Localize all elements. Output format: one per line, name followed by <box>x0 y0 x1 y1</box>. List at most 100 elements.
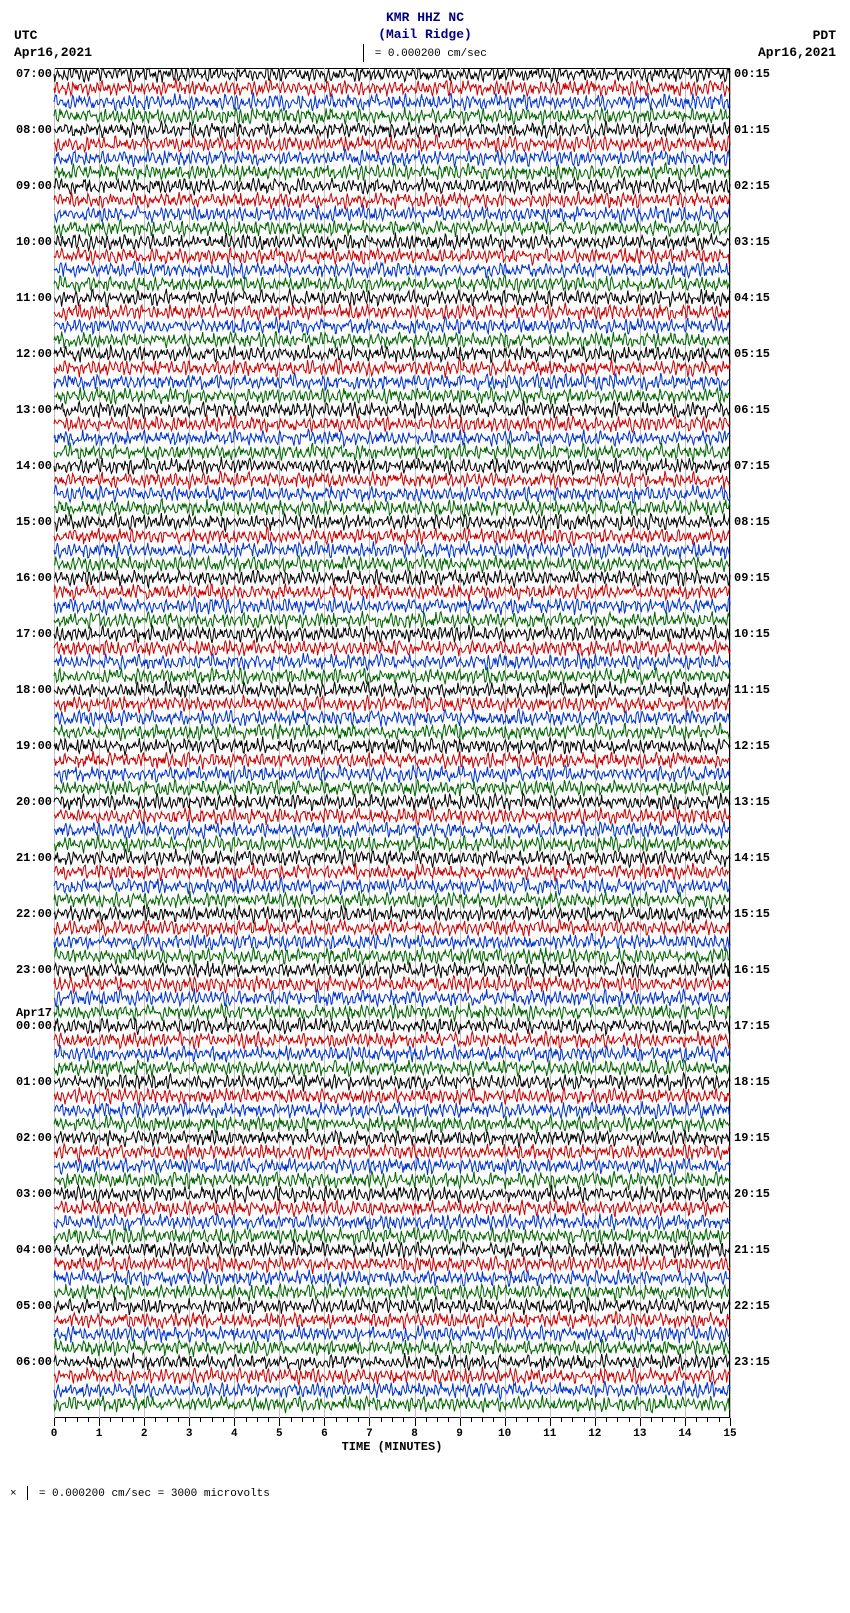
x-tick-minor <box>381 1418 382 1422</box>
x-tick-label: 7 <box>366 1428 373 1440</box>
x-tick-major <box>279 1418 280 1426</box>
x-tick-label: 0 <box>51 1428 58 1440</box>
hour-label-pdt: 11:15 <box>734 683 770 697</box>
x-tick-label: 11 <box>543 1428 556 1440</box>
x-tick-label: 13 <box>633 1428 646 1440</box>
hour-label-pdt: 08:15 <box>734 515 770 529</box>
hour-label-utc: 17:00 <box>16 627 52 641</box>
hour-label-utc: 01:00 <box>16 1075 52 1089</box>
x-tick-minor <box>392 1418 393 1422</box>
hour-label-pdt: 18:15 <box>734 1075 770 1089</box>
x-tick-label: 14 <box>678 1428 691 1440</box>
hour-label-utc: 02:00 <box>16 1131 52 1145</box>
x-tick-minor <box>572 1418 573 1422</box>
hour-label-utc: 11:00 <box>16 291 52 305</box>
hour-label-pdt: 19:15 <box>734 1131 770 1145</box>
x-tick-minor <box>200 1418 201 1422</box>
hour-label-utc: 06:00 <box>16 1355 52 1369</box>
hour-label-utc: 12:00 <box>16 347 52 361</box>
x-tick-label: 4 <box>231 1428 238 1440</box>
tz-pdt: PDT <box>813 28 836 43</box>
x-tick-minor <box>482 1418 483 1422</box>
hour-label-pdt: 21:15 <box>734 1243 770 1257</box>
x-tick-major <box>685 1418 686 1426</box>
x-tick-minor <box>493 1418 494 1422</box>
x-tick-minor <box>65 1418 66 1422</box>
hour-label-pdt: 16:15 <box>734 963 770 977</box>
x-tick-minor <box>133 1418 134 1422</box>
x-tick-minor <box>471 1418 472 1422</box>
hour-label-utc: 20:00 <box>16 795 52 809</box>
seismogram-traces <box>10 68 732 1418</box>
x-tick-minor <box>719 1418 720 1422</box>
x-tick-label: 1 <box>96 1428 103 1440</box>
x-tick-label: 5 <box>276 1428 283 1440</box>
x-tick-major <box>595 1418 596 1426</box>
hour-label-utc: 19:00 <box>16 739 52 753</box>
x-tick-minor <box>651 1418 652 1422</box>
hour-label-utc: 10:00 <box>16 235 52 249</box>
x-tick-major <box>415 1418 416 1426</box>
hour-label-utc: 03:00 <box>16 1187 52 1201</box>
x-tick-minor <box>584 1418 585 1422</box>
hour-label-utc: 23:00 <box>16 963 52 977</box>
x-tick-minor <box>336 1418 337 1422</box>
hour-label-utc: 09:00 <box>16 179 52 193</box>
date-break-label: Apr17 <box>16 1006 52 1020</box>
x-tick-minor <box>167 1418 168 1422</box>
x-tick-label: 10 <box>498 1428 511 1440</box>
hour-label-utc: 22:00 <box>16 907 52 921</box>
x-tick-major <box>324 1418 325 1426</box>
x-tick-minor <box>212 1418 213 1422</box>
date-right: Apr16,2021 <box>758 45 836 60</box>
x-tick-minor <box>403 1418 404 1422</box>
x-tick-minor <box>662 1418 663 1422</box>
header: UTC Apr16,2021 KMR HHZ NC (Mail Ridge) =… <box>10 10 840 68</box>
hour-label-utc: 18:00 <box>16 683 52 697</box>
hour-label-pdt: 20:15 <box>734 1187 770 1201</box>
hour-label-pdt: 01:15 <box>734 123 770 137</box>
x-tick-major <box>460 1418 461 1426</box>
hour-label-pdt: 10:15 <box>734 627 770 641</box>
hour-label-utc: 05:00 <box>16 1299 52 1313</box>
x-tick-minor <box>257 1418 258 1422</box>
station-name: (Mail Ridge) <box>378 27 472 42</box>
hour-label-pdt: 02:15 <box>734 179 770 193</box>
x-tick-minor <box>302 1418 303 1422</box>
x-tick-label: 15 <box>723 1428 736 1440</box>
hour-label-pdt: 15:15 <box>734 907 770 921</box>
hour-label-pdt: 12:15 <box>734 739 770 753</box>
hour-label-utc: 21:00 <box>16 851 52 865</box>
hour-label-utc: 04:00 <box>16 1243 52 1257</box>
x-tick-minor <box>155 1418 156 1422</box>
hour-label-pdt: 06:15 <box>734 403 770 417</box>
hour-label-pdt: 17:15 <box>734 1019 770 1033</box>
x-tick-minor <box>291 1418 292 1422</box>
scale-note: = 0.000200 cm/sec <box>363 48 487 60</box>
x-tick-minor <box>674 1418 675 1422</box>
hour-label-pdt: 23:15 <box>734 1355 770 1369</box>
x-tick-label: 6 <box>321 1428 328 1440</box>
header-center: KMR HHZ NC (Mail Ridge) = 0.000200 cm/se… <box>10 10 840 62</box>
hour-label-pdt: 22:15 <box>734 1299 770 1313</box>
x-tick-minor <box>527 1418 528 1422</box>
x-tick-minor <box>358 1418 359 1422</box>
x-tick-minor <box>88 1418 89 1422</box>
x-tick-label: 12 <box>588 1428 601 1440</box>
x-tick-minor <box>110 1418 111 1422</box>
x-tick-minor <box>268 1418 269 1422</box>
x-tick-minor <box>707 1418 708 1422</box>
x-tick-major <box>369 1418 370 1426</box>
x-tick-minor <box>77 1418 78 1422</box>
hour-label-pdt: 09:15 <box>734 571 770 585</box>
hour-label-pdt: 00:15 <box>734 67 770 81</box>
x-tick-label: 9 <box>456 1428 463 1440</box>
x-tick-major <box>550 1418 551 1426</box>
x-tick-label: 3 <box>186 1428 193 1440</box>
seismogram-plot: 07:0000:1508:0001:1509:0002:1510:0003:15… <box>10 68 840 1458</box>
hour-label-pdt: 05:15 <box>734 347 770 361</box>
station-code: KMR HHZ NC <box>386 10 464 25</box>
hour-label-utc: 15:00 <box>16 515 52 529</box>
hour-label-utc: 13:00 <box>16 403 52 417</box>
header-right: PDT Apr16,2021 <box>758 28 836 62</box>
